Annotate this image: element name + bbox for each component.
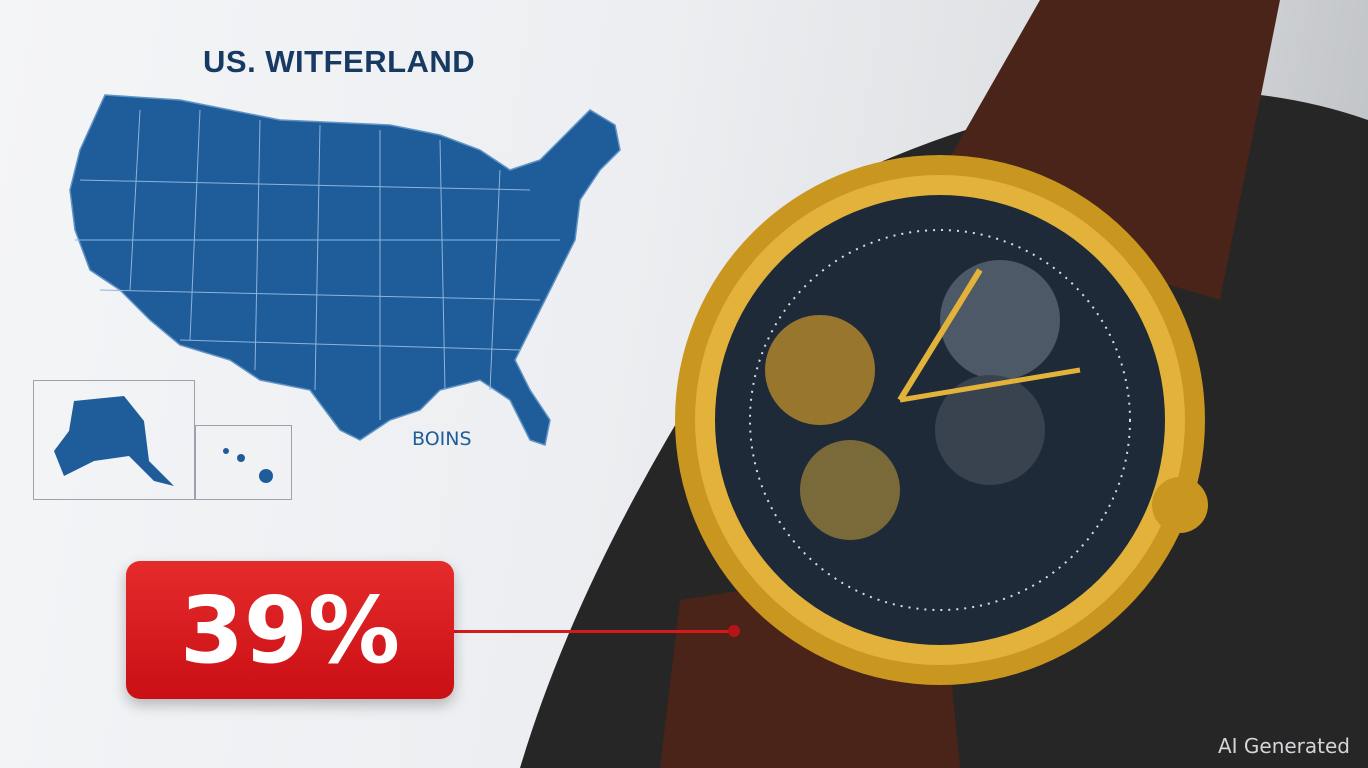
state-borders bbox=[75, 109, 560, 420]
alaska-inset bbox=[33, 380, 195, 500]
gear bbox=[800, 440, 900, 540]
gear bbox=[940, 260, 1060, 380]
callout-pointer-line bbox=[454, 630, 734, 633]
hawaii-island bbox=[259, 469, 273, 483]
hawaii-island bbox=[237, 454, 245, 462]
hawaii-inset bbox=[195, 425, 292, 500]
gear bbox=[935, 375, 1045, 485]
hour-hand bbox=[897, 268, 983, 402]
percentage-callout: 39% bbox=[126, 561, 454, 699]
map-title: US. WITFERLAND bbox=[203, 44, 476, 79]
watch-crown bbox=[1152, 477, 1208, 533]
minute-hand bbox=[899, 367, 1081, 403]
minute-track bbox=[749, 229, 1131, 611]
gear bbox=[765, 315, 875, 425]
watch-image bbox=[520, 0, 1368, 768]
alaska-shape bbox=[54, 396, 174, 486]
callout-pointer-dot bbox=[728, 625, 740, 637]
ai-generated-watermark: AI Generated bbox=[1217, 734, 1350, 758]
hawaii-island bbox=[223, 448, 229, 454]
percentage-value: 39% bbox=[179, 576, 401, 684]
us-map bbox=[69, 94, 621, 446]
map-legend-label: BOINS bbox=[412, 428, 472, 450]
